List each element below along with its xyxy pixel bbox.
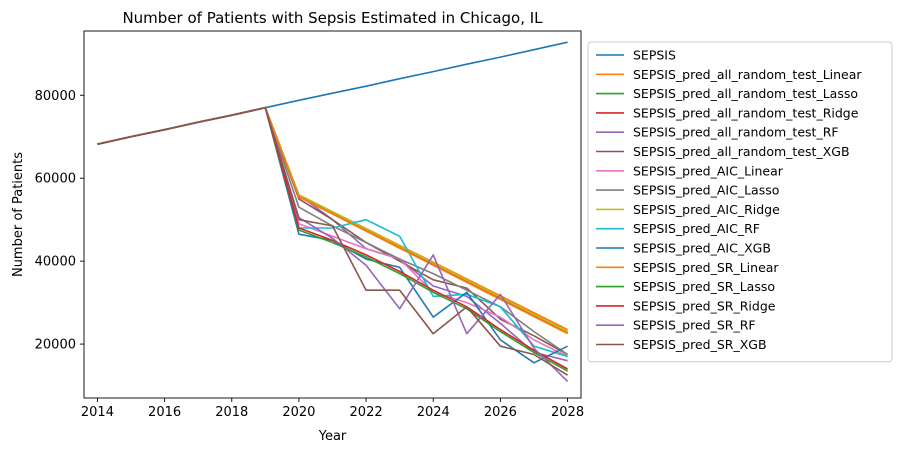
series-line [97,106,568,364]
y-tick-label: 40000 [35,255,76,270]
legend-label: SEPSIS_pred_SR_RF [633,318,756,333]
legend-label: SEPSIS_pred_SR_Linear [633,260,779,275]
plot-area [97,41,569,382]
series-line [97,106,569,356]
chart-title: Number of Patients with Sepsis Estimated… [122,9,543,27]
legend-label: SEPSIS_pred_all_random_test_Lasso [633,86,858,101]
legend-item: SEPSIS_pred_all_random_test_Lasso [596,86,858,101]
x-axis-label: Year [318,429,347,444]
x-tick-label: 2014 [81,405,114,420]
x-tick-label: 2024 [417,405,450,420]
legend-label: SEPSIS_pred_all_random_test_RF [633,125,839,140]
series-line [97,106,568,358]
x-tick-label: 2022 [350,405,383,420]
legend-label: SEPSIS_pred_SR_Lasso [633,279,775,294]
legend-item: SEPSIS_pred_AIC_XGB [596,241,771,256]
legend-label: SEPSIS_pred_all_random_test_Linear [633,67,862,82]
y-axis: 20000 40000 60000 80000 [35,89,84,353]
legend-label: SEPSIS_pred_AIC_Lasso [633,183,779,198]
x-tick-label: 2018 [215,405,248,420]
legend-box [587,41,893,363]
legend-item: SEPSIS_pred_AIC_RF [596,221,760,236]
plot-frame [83,30,582,399]
x-tick-label: 2028 [551,405,584,420]
legend-item: SEPSIS_pred_AIC_Lasso [596,183,779,198]
legend-item: SEPSIS_pred_SR_RF [596,318,756,333]
x-axis: 2014 2016 2018 2020 2022 2024 2026 2028 [81,398,584,420]
legend-item: SEPSIS [596,48,676,63]
legend-item: SEPSIS_pred_SR_Linear [596,260,779,275]
legend-label: SEPSIS [633,48,676,63]
series-line [97,106,568,356]
legend-item: SEPSIS_pred_all_random_test_XGB [596,144,850,159]
legend-item: SEPSIS_pred_SR_Ridge [596,298,776,313]
legend-item: SEPSIS_pred_all_random_test_Ridge [596,105,859,120]
series-line [97,106,568,358]
legend-label: SEPSIS_pred_all_random_test_Ridge [633,105,859,120]
legend-label: SEPSIS_pred_SR_XGB [633,337,767,352]
y-axis-label: Number of Patients [11,152,26,277]
legend-item: SEPSIS_pred_AIC_Ridge [596,202,780,217]
series-line [97,106,568,362]
legend: SEPSIS SEPSIS_pred_all_random_test_Linear… [587,41,893,363]
legend-label: SEPSIS_pred_all_random_test_XGB [633,144,850,159]
legend-label: SEPSIS_pred_AIC_Linear [633,163,784,178]
series-line [97,106,569,376]
legend-item: SEPSIS_pred_SR_XGB [596,337,767,352]
legend-label: SEPSIS_pred_AIC_Ridge [633,202,780,217]
legend-label: SEPSIS_pred_AIC_XGB [633,241,771,256]
y-tick-label: 60000 [35,172,76,187]
series-line [97,106,568,372]
legend-item: SEPSIS_pred_all_random_test_RF [596,125,839,140]
legend-item: SEPSIS_pred_SR_Lasso [596,279,775,294]
y-tick-label: 20000 [35,338,76,353]
x-tick-label: 2016 [148,405,181,420]
y-tick-label: 80000 [35,89,76,104]
legend-item: SEPSIS_pred_AIC_Linear [596,163,784,178]
legend-label: SEPSIS_pred_SR_Ridge [633,298,776,313]
legend-label: SEPSIS_pred_AIC_RF [633,221,760,236]
series-lines [97,41,569,382]
series-line [97,106,569,382]
x-tick-label: 2020 [282,405,315,420]
x-tick-label: 2026 [484,405,517,420]
legend-item: SEPSIS_pred_all_random_test_Linear [596,67,862,82]
